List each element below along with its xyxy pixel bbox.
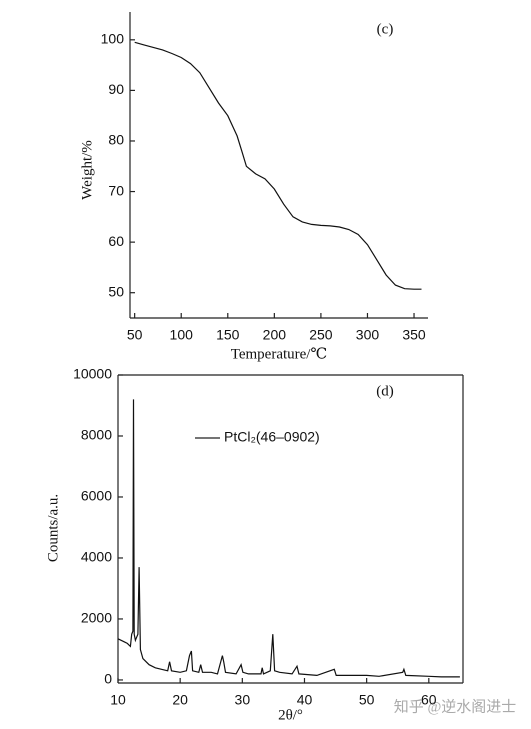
x-tick-label: 30 — [235, 692, 251, 708]
x-tick-label: 20 — [172, 692, 188, 708]
y-tick-label: 60 — [108, 233, 124, 249]
y-tick-label: 80 — [108, 132, 124, 148]
x-tick-label: 10 — [110, 692, 126, 708]
y-axis-label: Weight/% — [79, 140, 95, 200]
x-tick-label: 250 — [309, 327, 333, 343]
y-tick-label: 50 — [108, 283, 124, 299]
x-axis-label: Temperature/℃ — [231, 346, 328, 362]
x-tick-label: 150 — [216, 327, 240, 343]
y-tick-label: 8000 — [81, 427, 112, 443]
y-tick-label: 0 — [104, 671, 112, 687]
y-axis-label: Counts/a.u. — [45, 494, 61, 562]
x-tick-label: 50 — [359, 692, 375, 708]
panel-label: (d) — [376, 383, 394, 399]
y-tick-label: 10000 — [73, 366, 112, 382]
x-tick-label: 60 — [421, 692, 437, 708]
x-tick-label: 100 — [170, 327, 194, 343]
y-tick-label: 90 — [108, 81, 124, 97]
y-tick-label: 4000 — [81, 549, 112, 565]
x-axis-label: 2θ/° — [278, 707, 303, 723]
y-tick-label: 2000 — [81, 610, 112, 626]
x-tick-label: 50 — [127, 327, 143, 343]
x-tick-label: 350 — [402, 327, 426, 343]
y-tick-label: 100 — [101, 31, 125, 47]
x-tick-label: 40 — [297, 692, 313, 708]
y-tick-label: 70 — [108, 182, 124, 198]
x-tick-label: 300 — [356, 327, 380, 343]
data-line — [117, 399, 460, 678]
panel-label: (c) — [377, 21, 394, 37]
watermark: 知乎 @逆水阁进士 — [394, 698, 517, 715]
legend-label: PtCl₂(46–0902) — [224, 429, 320, 445]
y-tick-label: 6000 — [81, 488, 112, 504]
x-tick-label: 200 — [263, 327, 287, 343]
data-line — [134, 41, 422, 290]
